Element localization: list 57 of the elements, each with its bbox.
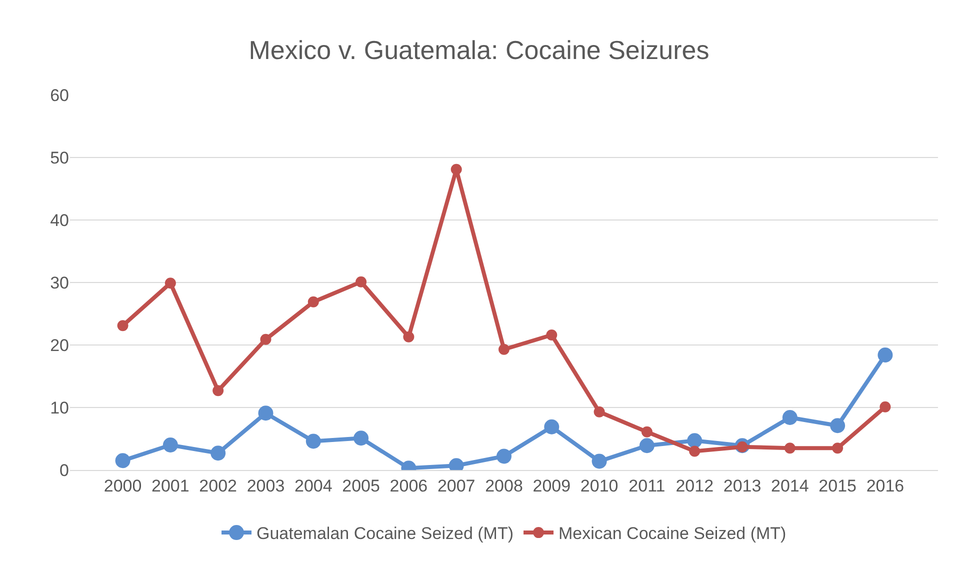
point [258, 406, 274, 421]
y-tick-label: 40 [50, 210, 69, 230]
legend-label: Guatemalan Cocaine Seized (MT) [256, 524, 514, 544]
y-tick-label: 60 [50, 86, 69, 105]
point [592, 454, 607, 469]
y-tick-label: 50 [50, 148, 69, 168]
point [260, 334, 272, 345]
y-tick-label: 0 [60, 460, 69, 480]
x-tick-label: 2014 [771, 476, 809, 496]
point [832, 442, 844, 454]
point [354, 430, 369, 446]
x-tick-label: 2006 [390, 476, 428, 496]
x-tick-label: 2003 [246, 476, 285, 496]
y-tick-label: 10 [50, 398, 69, 418]
x-tick-label: 2004 [294, 476, 332, 496]
x-tick-label: 2005 [342, 476, 380, 496]
point [403, 331, 414, 342]
point [450, 164, 462, 175]
point [546, 330, 558, 340]
point [496, 448, 512, 464]
y-tick-label: 20 [50, 336, 69, 355]
legend-label: Mexican Cocaine Seized (MT) [558, 524, 786, 544]
x-tick-label: 2008 [485, 476, 523, 496]
y-tick-label: 30 [50, 273, 69, 292]
x-tick-label: 2013 [723, 476, 762, 496]
point [162, 438, 178, 452]
x-tick-label: 2001 [152, 476, 190, 496]
x-tick-label: 2000 [104, 476, 142, 496]
point [594, 406, 605, 418]
point [308, 296, 319, 308]
x-tick-label: 2007 [437, 476, 476, 496]
point [356, 276, 367, 288]
point [306, 434, 321, 449]
x-tick-label: 2015 [818, 476, 856, 496]
point [880, 401, 891, 412]
point [164, 278, 176, 289]
point [212, 385, 224, 396]
x-tick-label: 2012 [676, 476, 714, 496]
point [641, 426, 652, 438]
x-tick-label: 2010 [580, 476, 618, 496]
point [544, 419, 560, 434]
point [782, 410, 798, 425]
point [639, 438, 654, 454]
point [878, 348, 893, 362]
x-tick-label: 2016 [866, 476, 904, 496]
x-tick-label: 2009 [532, 476, 571, 496]
point [115, 453, 130, 468]
point [689, 446, 700, 457]
chart-title: Mexico v. Guatemala: Cocaine Seizures [248, 34, 710, 65]
x-tick-label: 2011 [628, 476, 666, 496]
point [687, 433, 702, 448]
point [830, 418, 846, 434]
point [117, 320, 128, 332]
x-tick-label: 2002 [199, 476, 237, 496]
point [210, 446, 226, 461]
point [784, 442, 796, 454]
point [498, 344, 510, 355]
